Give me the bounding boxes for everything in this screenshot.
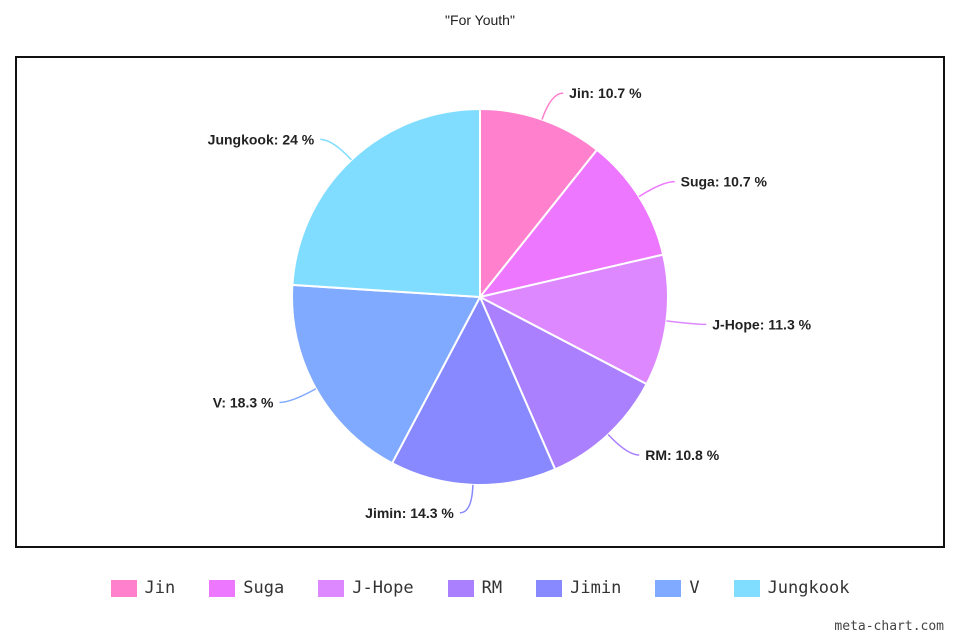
pie-slice-jimin[interactable] — [390, 294, 557, 486]
pie-slice-suga[interactable] — [477, 148, 665, 299]
legend-item-v[interactable]: V — [655, 578, 700, 598]
legend-swatch — [733, 579, 760, 597]
slice-label-jungkook: Jungkook: 24 % — [208, 131, 315, 147]
leader-line-jungkook — [320, 138, 352, 161]
pie-chart: Jin: 10.7 % Suga: 10.7 % J-Hope: 11.3 % RM:… — [208, 85, 812, 521]
legend-item-jimin[interactable]: Jimin — [536, 578, 621, 598]
slice-label-jimin: Jimin: 14.3 % — [365, 505, 454, 521]
legend-swatch — [318, 579, 345, 597]
legend-swatch — [209, 579, 236, 597]
leader-line-suga — [638, 180, 675, 198]
slice-label-jin: Jin: 10.7 % — [569, 85, 642, 101]
legend-label: RM — [481, 578, 503, 598]
pie-slice-jungkook[interactable] — [291, 107, 481, 299]
legend-swatch — [536, 579, 563, 597]
watermark: meta-chart.com — [834, 619, 944, 634]
legend-label: Jimin — [570, 578, 622, 598]
leader-line-rm — [607, 434, 640, 456]
legend-swatch — [110, 579, 137, 597]
leader-line-v — [279, 388, 317, 404]
leader-line-jin — [541, 92, 564, 120]
legend-label: V — [689, 578, 700, 598]
legend-item-rm[interactable]: RM — [447, 578, 503, 598]
legend-label: J-Hope — [352, 578, 414, 598]
legend-item-jin[interactable]: Jin — [110, 578, 176, 598]
legend-item-jungkook[interactable]: Jungkook — [733, 578, 850, 598]
legend-item-j-hope[interactable]: J-Hope — [318, 578, 414, 598]
slice-label-v: V: 18.3 % — [213, 394, 274, 410]
chart-title: "For Youth" — [445, 12, 515, 28]
pie-slice-jin[interactable] — [479, 107, 599, 300]
leader-line-j-hope — [666, 320, 707, 326]
slice-label-j-hope: J-Hope: 11.3 % — [712, 316, 811, 332]
legend-swatch — [655, 579, 682, 597]
legend-swatch — [447, 579, 474, 597]
legend-label: Suga — [243, 578, 285, 598]
slice-label-suga: Suga: 10.7 % — [681, 174, 768, 190]
legend-label: Jungkook — [767, 578, 850, 598]
legend-item-suga[interactable]: Suga — [209, 578, 284, 598]
legend: Jin Suga J-Hope RM Jimin V Jungkook — [0, 578, 960, 598]
legend-label: Jin — [144, 578, 176, 598]
leader-line-jimin — [459, 484, 474, 514]
chart-frame — [15, 56, 945, 548]
pie-slice-v[interactable] — [291, 283, 482, 465]
slice-label-rm: RM: 10.8 % — [645, 447, 719, 463]
